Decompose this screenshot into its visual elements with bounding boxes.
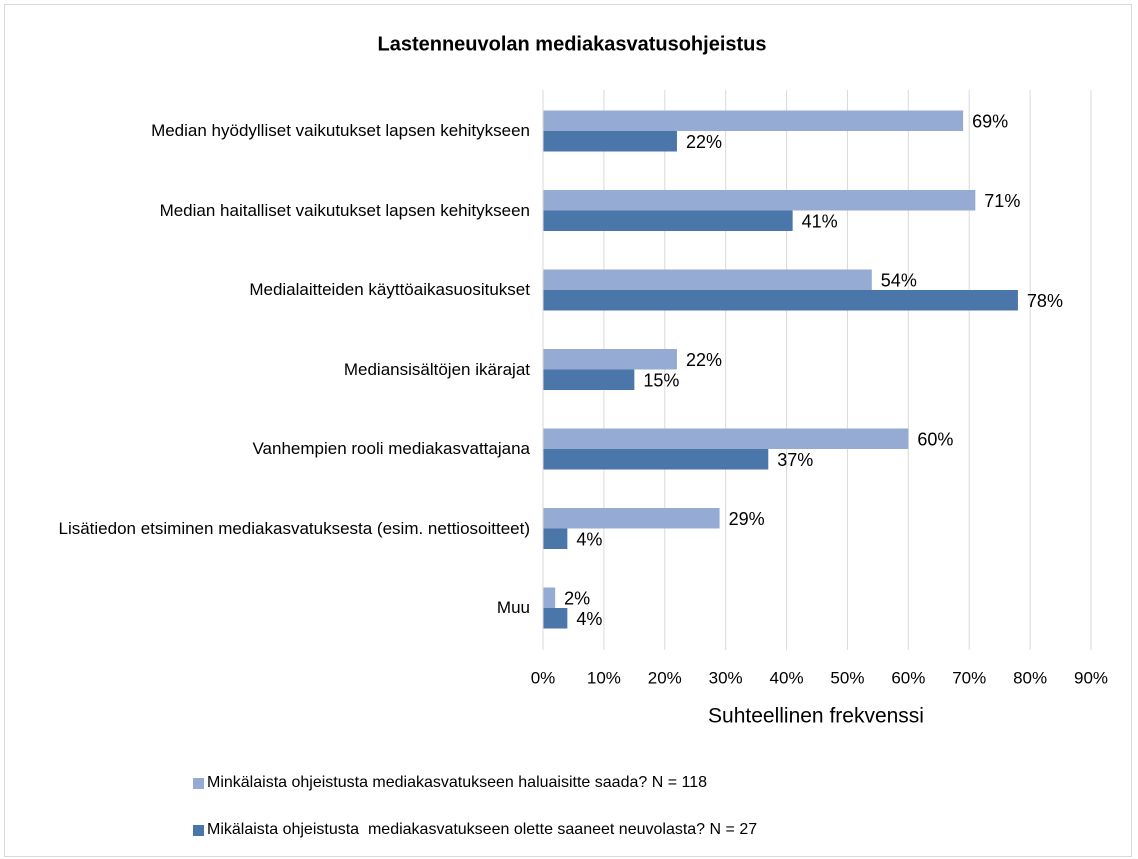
data-label: 29% <box>729 509 765 529</box>
y-tick-label: Median hyödylliset vaikutukset lapsen ke… <box>10 120 530 142</box>
y-tick-label: Median haitalliset vaikutukset lapsen ke… <box>10 200 530 222</box>
category-label: Median haitalliset vaikutukset lapsen ke… <box>159 200 530 220</box>
x-tick-label: 90% <box>1074 668 1108 687</box>
bar <box>543 131 677 152</box>
data-label: 71% <box>984 191 1020 211</box>
legend-label: Minkälaista ohjeistusta mediakasvatuksee… <box>207 774 707 791</box>
x-tick-label: 40% <box>770 668 804 687</box>
data-label: 37% <box>777 450 813 470</box>
y-tick-label: Mediansisältöjen ikärajat <box>10 359 530 381</box>
x-axis-title: Suhteellinen frekvenssi <box>708 705 924 728</box>
y-tick-label: Vanhempien rooli mediakasvattajana <box>10 438 530 460</box>
x-tick-label: 20% <box>648 668 682 687</box>
bar <box>543 349 677 370</box>
legend-label: Mikälaista ohjeistusta mediakasvatukseen… <box>207 821 758 838</box>
bar <box>543 210 793 231</box>
bar <box>543 428 909 449</box>
x-tick-label: 70% <box>952 668 986 687</box>
data-label: 78% <box>1027 291 1063 311</box>
x-tick-label: 10% <box>587 668 621 687</box>
y-tick-label: Muu <box>10 597 530 619</box>
category-label: Mediansisältöjen ikärajat <box>343 359 530 379</box>
bar <box>543 369 635 390</box>
bar <box>543 528 568 549</box>
x-tick-label: 80% <box>1013 668 1047 687</box>
y-tick-label: Lisätiedon etsiminen mediakasvatuksesta … <box>10 518 530 540</box>
legend-swatch <box>193 777 204 789</box>
x-tick-label: 60% <box>891 668 925 687</box>
category-label: Medialaitteiden käyttöaikasuositukset <box>249 280 530 299</box>
bar <box>543 269 872 290</box>
category-label: Muu <box>496 598 530 617</box>
data-label: 69% <box>972 112 1008 132</box>
data-label: 2% <box>564 589 590 609</box>
legend-entry: Mikälaista ohjeistusta mediakasvatukseen… <box>193 821 757 839</box>
data-label: 15% <box>643 371 679 391</box>
bar <box>543 290 1018 311</box>
chart-frame <box>4 4 1132 857</box>
bar <box>543 508 720 529</box>
data-label: 60% <box>917 430 953 450</box>
category-label: Vanhempien rooli mediakasvattajana <box>252 439 530 458</box>
y-tick-label: Medialaitteiden käyttöaikasuositukset <box>10 279 530 301</box>
data-label: 4% <box>576 609 602 629</box>
bar <box>543 608 568 629</box>
x-tick-label: 30% <box>709 668 743 687</box>
data-label: 4% <box>576 530 602 550</box>
data-label: 54% <box>881 271 917 291</box>
bar <box>543 587 556 608</box>
bar <box>543 190 976 211</box>
data-label: 22% <box>686 350 722 370</box>
legend-entry: Minkälaista ohjeistusta mediakasvatuksee… <box>193 774 707 792</box>
data-label: 22% <box>686 132 722 152</box>
category-label: Median hyödylliset vaikutukset lapsen ke… <box>151 121 530 140</box>
legend-swatch <box>193 824 204 836</box>
category-label: Lisätiedon etsiminen mediakasvatuksesta … <box>58 518 530 538</box>
bar <box>543 449 769 470</box>
x-tick-label: 50% <box>830 668 864 687</box>
bar <box>543 110 964 131</box>
data-label: 41% <box>802 212 838 232</box>
chart-title: Lastenneuvolan mediakasvatusohjeistus <box>377 33 766 55</box>
x-tick-label: 0% <box>531 668 556 687</box>
